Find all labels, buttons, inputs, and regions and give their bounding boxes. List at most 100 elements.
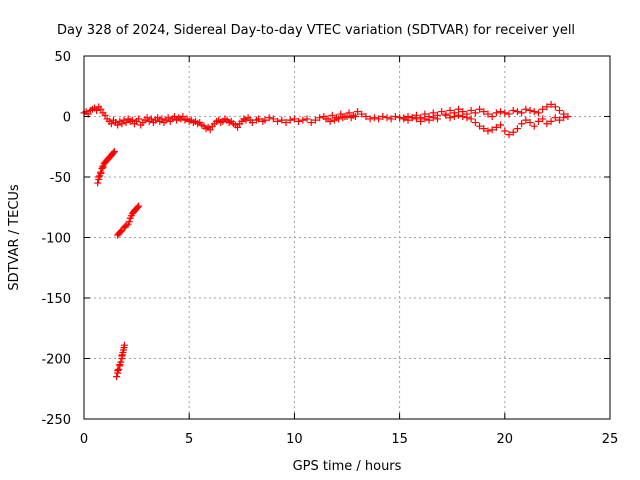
data-point xyxy=(93,106,101,114)
data-point xyxy=(274,117,282,125)
data-point xyxy=(429,114,437,122)
data-point xyxy=(115,365,123,373)
data-point xyxy=(107,120,115,128)
data-point xyxy=(518,120,526,128)
data-point xyxy=(248,119,256,127)
data-point xyxy=(147,115,155,123)
x-tick-label: 25 xyxy=(602,432,619,447)
data-point xyxy=(471,119,479,127)
data-point xyxy=(526,106,534,114)
data-point xyxy=(400,114,408,122)
data-point xyxy=(450,113,458,120)
chart-title: Day 328 of 2024, Sidereal Day-to-day VTE… xyxy=(57,23,575,38)
data-point xyxy=(471,109,479,117)
data-point xyxy=(116,361,124,369)
data-point xyxy=(170,113,178,120)
data-point xyxy=(522,105,530,113)
x-tick-label: 20 xyxy=(497,432,514,447)
data-point xyxy=(556,116,564,124)
data-point xyxy=(484,110,492,118)
data-point xyxy=(370,114,378,122)
data-point xyxy=(480,108,488,116)
data-point xyxy=(539,115,547,123)
data-point xyxy=(135,202,143,210)
data-point xyxy=(269,115,277,123)
data-point xyxy=(143,114,151,122)
data-point xyxy=(446,114,454,122)
data-point xyxy=(121,223,129,231)
data-point xyxy=(335,115,343,123)
data-point xyxy=(265,114,273,122)
x-tick-label: 15 xyxy=(391,432,408,447)
data-point xyxy=(290,115,298,123)
data-point xyxy=(345,109,353,117)
y-tick-label: 50 xyxy=(54,50,71,65)
data-point xyxy=(539,105,547,113)
x-axis-title: GPS time / hours xyxy=(293,459,402,474)
data-point xyxy=(492,109,500,117)
y-tick-label: -100 xyxy=(41,232,71,247)
data-point xyxy=(337,110,345,118)
data-point xyxy=(488,113,496,120)
data-point xyxy=(522,116,530,124)
data-point xyxy=(497,108,505,116)
data-point xyxy=(543,120,551,128)
data-point xyxy=(158,115,166,123)
data-point xyxy=(417,117,425,125)
y-tick-label: -200 xyxy=(41,353,71,368)
x-tick-label: 10 xyxy=(286,432,303,447)
data-point xyxy=(95,173,103,181)
data-point xyxy=(118,120,126,128)
data-point xyxy=(261,116,269,124)
data-point xyxy=(530,122,538,130)
data-point xyxy=(125,218,133,226)
data-point xyxy=(497,121,505,129)
data-point xyxy=(505,110,513,118)
data-point xyxy=(343,113,351,120)
data-point xyxy=(114,121,122,129)
x-tick-label: 0 xyxy=(80,432,88,447)
data-point xyxy=(113,373,121,381)
data-point xyxy=(351,113,359,120)
data-point xyxy=(551,114,559,122)
data-point xyxy=(404,116,412,124)
data-point xyxy=(547,117,555,125)
data-point xyxy=(354,108,362,116)
data-point xyxy=(459,113,467,120)
data-point xyxy=(421,115,429,123)
data-point xyxy=(438,108,446,116)
data-point xyxy=(383,114,391,122)
data-point xyxy=(455,111,463,119)
data-point xyxy=(99,163,107,171)
data-point xyxy=(379,113,387,120)
data-point xyxy=(433,115,441,123)
data-point xyxy=(467,115,475,123)
data-point xyxy=(118,352,126,360)
data-point xyxy=(513,125,521,133)
data-point xyxy=(135,115,143,123)
data-point xyxy=(530,108,538,116)
data-point xyxy=(339,114,347,122)
data-point xyxy=(97,169,105,177)
data-point xyxy=(488,126,496,134)
data-point xyxy=(446,106,454,114)
data-point xyxy=(128,116,136,124)
data-point xyxy=(408,114,416,122)
y-tick-label: -150 xyxy=(41,292,71,307)
data-point xyxy=(328,111,336,119)
data-point xyxy=(476,105,484,113)
data-point xyxy=(109,149,117,157)
data-point xyxy=(425,116,433,124)
axis-ticks: 0 5 10 15 20 25 -250 -200 -150 -100 -50 0 50 xyxy=(41,50,618,447)
data-point xyxy=(358,110,366,118)
data-point xyxy=(366,115,374,123)
data-point xyxy=(111,148,119,156)
x-tick-label: 5 xyxy=(185,432,193,447)
data-point xyxy=(476,122,484,130)
y-tick-label: -50 xyxy=(50,171,71,186)
data-point xyxy=(467,106,475,114)
data-point xyxy=(114,367,122,375)
data-point xyxy=(362,113,370,120)
data-point xyxy=(492,123,500,131)
